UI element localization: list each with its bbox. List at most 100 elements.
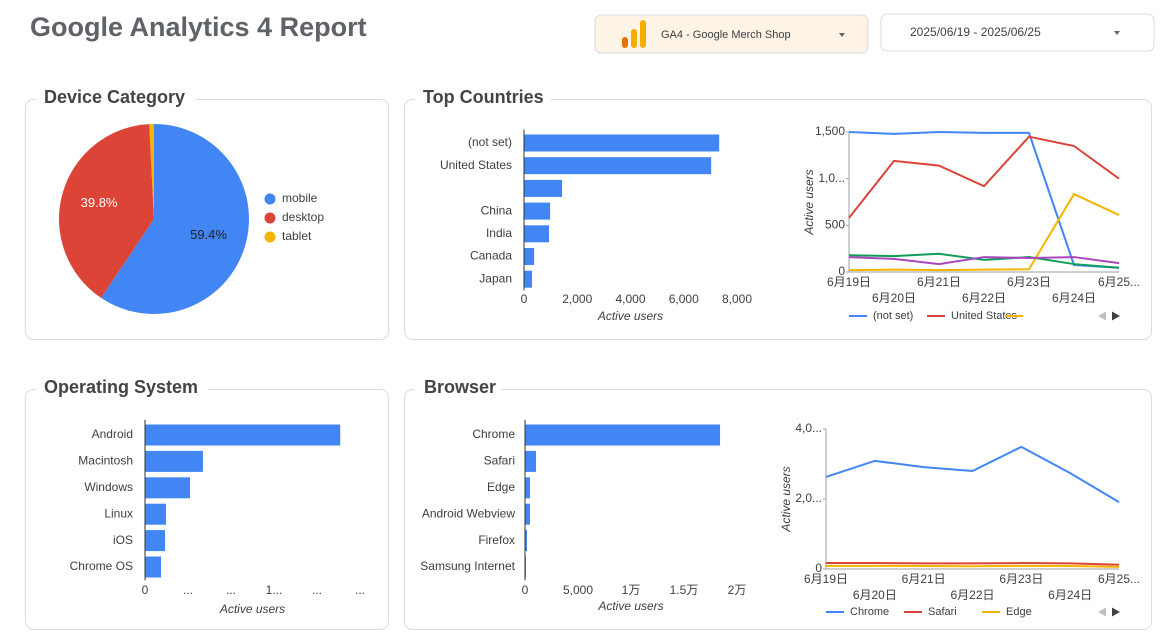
x-tick-label: ... [355, 583, 365, 597]
y-tick-label: 0 [838, 264, 845, 278]
category-label: United States [440, 158, 512, 172]
legend-label: tablet [282, 229, 312, 243]
slice-label: 39.8% [81, 195, 118, 210]
date-selector[interactable]: 2025/06/19 - 2025/06/25 [880, 13, 1155, 52]
category-label: Android [92, 427, 133, 441]
x-tick-label: ... [226, 583, 236, 597]
bar [525, 477, 530, 499]
legend-next[interactable] [1112, 607, 1120, 617]
x-tick-label: 6月22日 [950, 588, 994, 602]
bar [524, 179, 563, 197]
bar [145, 530, 166, 552]
y-axis-label: Active users [802, 169, 816, 235]
legend-label: (not set) [873, 310, 913, 322]
category-label: Chrome [472, 427, 515, 441]
category-label: (not set) [468, 135, 512, 149]
x-tick-label: 6月22日 [962, 291, 1006, 305]
legend-swatch [264, 231, 276, 243]
x-tick-label: 6月23日 [999, 572, 1043, 586]
x-axis-label: Active users [597, 599, 663, 613]
dropdown-arrow [839, 33, 845, 37]
x-tick-label: 6月25... [1098, 572, 1140, 586]
x-tick-label: 6月19日 [804, 572, 848, 586]
bar [525, 450, 537, 472]
series-line [848, 252, 1120, 269]
x-tick-label: 6月20日 [872, 291, 916, 305]
x-tick-label: 1万 [622, 583, 641, 597]
x-tick-label: 6,000 [669, 292, 699, 306]
y-axis-label: Active users [779, 466, 793, 532]
category-label: Japan [479, 271, 512, 285]
legend-label: Chrome [850, 606, 889, 618]
legend-label: mobile [282, 191, 318, 205]
bar [525, 530, 528, 552]
x-tick-label: 6月21日 [917, 275, 961, 289]
category-label: Samsung Internet [420, 559, 515, 573]
title-backdrop [415, 88, 551, 110]
title-backdrop [36, 88, 196, 110]
x-tick-label: 5,000 [563, 583, 593, 597]
category-label: Chrome OS [70, 559, 133, 573]
pie-slice [101, 124, 249, 314]
series-line [826, 564, 1120, 568]
x-tick-label: 0 [521, 292, 528, 306]
y-tick-label: 0 [815, 561, 822, 575]
date-box[interactable] [880, 13, 1155, 52]
panel-title: Operating System [44, 377, 198, 397]
bar [524, 270, 532, 288]
x-axis-label: Active users [219, 602, 285, 616]
dropdown-arrow [1114, 31, 1120, 35]
y-tick-label: 500 [825, 218, 845, 232]
x-tick-label: 6月24日 [1052, 291, 1096, 305]
x-tick-label: 0 [142, 583, 149, 597]
property-box[interactable] [594, 14, 869, 54]
panel [404, 389, 1152, 630]
category-label: India [486, 226, 512, 240]
legend-prev[interactable] [1098, 311, 1106, 321]
x-axis-label: Active users [597, 309, 663, 323]
logo-bar [622, 37, 628, 48]
x-tick-label: 0 [522, 583, 529, 597]
pie-slice [149, 124, 154, 219]
category-label: Windows [84, 480, 133, 494]
legend-label: United States [951, 310, 1018, 322]
property-name: GA4 - Google Merch Shop [661, 29, 791, 41]
date-range: 2025/06/19 - 2025/06/25 [910, 25, 1041, 39]
category-label: Android Webview [422, 506, 515, 520]
x-tick-label: 1... [266, 583, 283, 597]
x-tick-label: 6月23日 [1007, 275, 1051, 289]
legend-swatch [264, 193, 276, 205]
series-line [848, 135, 1120, 219]
bar [524, 225, 550, 243]
x-tick-label: ... [312, 583, 322, 597]
x-tick-label: 4,000 [615, 292, 645, 306]
y-tick-label: 1,0... [818, 171, 845, 185]
property-selector[interactable]: GA4 - Google Merch Shop [594, 14, 869, 54]
series-line [826, 562, 1120, 566]
bar [524, 202, 551, 220]
x-tick-label: 2,000 [562, 292, 592, 306]
legend-swatch [264, 212, 276, 224]
series-line [848, 256, 1120, 266]
legend-next[interactable] [1112, 311, 1120, 321]
category-label: iOS [113, 533, 133, 547]
legend-prev[interactable] [1098, 607, 1106, 617]
legend-label: Safari [928, 606, 957, 618]
bar [524, 157, 712, 175]
category-label: China [481, 203, 513, 217]
bar [145, 503, 166, 525]
x-tick-label: 2万 [728, 583, 747, 597]
category-label: Edge [487, 480, 515, 494]
slice-label: 59.4% [190, 227, 227, 242]
x-tick-label: 6月25... [1098, 275, 1140, 289]
panel [404, 99, 1152, 340]
category-label: Safari [484, 454, 515, 468]
series-line [825, 445, 1120, 504]
y-tick-label: 1,500 [815, 124, 845, 138]
panel-title: Top Countries [423, 87, 544, 107]
category-label: Firefox [478, 533, 515, 547]
panel-title: Device Category [44, 87, 185, 107]
legend-label: desktop [282, 210, 324, 224]
pie-slice [58, 124, 154, 298]
